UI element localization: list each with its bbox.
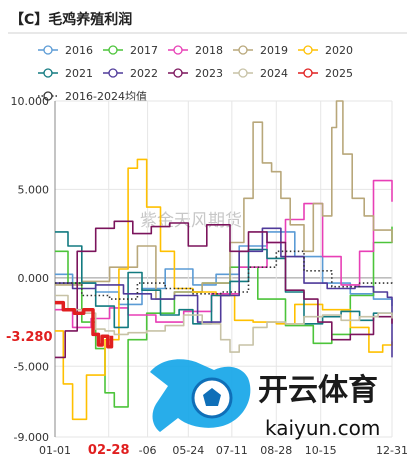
legend-swatch-marker bbox=[43, 45, 53, 55]
series-line bbox=[55, 158, 393, 421]
legend-label: 2019 bbox=[260, 44, 288, 57]
series-line bbox=[55, 220, 393, 359]
legend-label: 2024 bbox=[260, 67, 288, 80]
legend-swatch-marker bbox=[238, 45, 248, 55]
legend-label: 2016-2024均值 bbox=[65, 90, 147, 103]
soccer-ball-patch bbox=[203, 388, 221, 406]
legend-label: 2016 bbox=[65, 44, 93, 57]
logo-sub-text: kaiyun.com bbox=[265, 416, 380, 440]
series-line bbox=[55, 300, 114, 349]
x-tick-label: -06 bbox=[139, 444, 157, 457]
series-line bbox=[55, 231, 393, 307]
logo-main-text: 开云体育 bbox=[258, 373, 378, 408]
legend-item: 2024 bbox=[233, 67, 288, 80]
latest-value-label: -3.280 bbox=[6, 330, 53, 345]
x-tick-label: 02-28 bbox=[88, 443, 130, 458]
series-line bbox=[55, 294, 393, 353]
legend-item: 2016 bbox=[38, 44, 93, 57]
legend-item: 2022 bbox=[103, 67, 158, 80]
legend-swatch-marker bbox=[108, 68, 118, 78]
legend-label: 2017 bbox=[130, 44, 158, 57]
legend-item: 2020 bbox=[298, 44, 353, 57]
legend-label: 2022 bbox=[130, 67, 158, 80]
legend-label: 2021 bbox=[65, 67, 93, 80]
legend-label: 2025 bbox=[325, 67, 353, 80]
series-lines bbox=[55, 100, 393, 421]
watermark: 紫金天风期货 bbox=[140, 211, 242, 231]
legend-swatch-marker bbox=[43, 68, 53, 78]
x-tick-label: 10-15 bbox=[305, 444, 337, 457]
legend-label: 2020 bbox=[325, 44, 353, 57]
series-line bbox=[55, 227, 393, 358]
x-tick-label: 08-28 bbox=[260, 444, 292, 457]
value-annotation: -3.280 bbox=[6, 330, 53, 345]
legend-swatch-marker bbox=[303, 68, 313, 78]
legend-swatch-marker bbox=[173, 45, 183, 55]
legend-item: 2025 bbox=[298, 67, 353, 80]
legend-swatch-marker bbox=[43, 91, 53, 101]
legend-item: 2016-2024均值 bbox=[38, 90, 147, 103]
x-tick-label: 12-31 bbox=[376, 444, 408, 457]
legend-swatch-marker bbox=[108, 45, 118, 55]
chart-title: 【C】毛鸡养殖利润 bbox=[10, 11, 132, 28]
legend-item: 2023 bbox=[168, 67, 223, 80]
series-line bbox=[55, 250, 393, 300]
series-line bbox=[55, 100, 393, 300]
y-tick-label: 0.000 bbox=[18, 272, 50, 285]
legend-label: 2018 bbox=[195, 44, 223, 57]
y-tick-label: -5.000 bbox=[14, 360, 49, 373]
y-tick-label: -9.000 bbox=[14, 431, 49, 444]
x-tick-label: 07-11 bbox=[216, 444, 248, 457]
x-tick-label: 05-24 bbox=[172, 444, 204, 457]
legend-label: 2023 bbox=[195, 67, 223, 80]
kaiyun-logo: 开云体育 kaiyun.com bbox=[150, 359, 380, 440]
legend-item: 2017 bbox=[103, 44, 158, 57]
legend-swatch-marker bbox=[173, 68, 183, 78]
legend-item: 2018 bbox=[168, 44, 223, 57]
x-tick-label: 01-01 bbox=[39, 444, 71, 457]
legend: 2016 2017 2018 2019 2020 2021 2022 2023 2024 2025… bbox=[38, 44, 353, 103]
watermark-text: 紫金天风期货 bbox=[140, 211, 242, 231]
legend-swatch-marker bbox=[303, 45, 313, 55]
y-tick-label: 10.000 bbox=[11, 95, 50, 108]
y-tick-label: 5.000 bbox=[18, 183, 50, 196]
legend-swatch-marker bbox=[238, 68, 248, 78]
legend-item: 2019 bbox=[233, 44, 288, 57]
legend-item: 2021 bbox=[38, 67, 93, 80]
